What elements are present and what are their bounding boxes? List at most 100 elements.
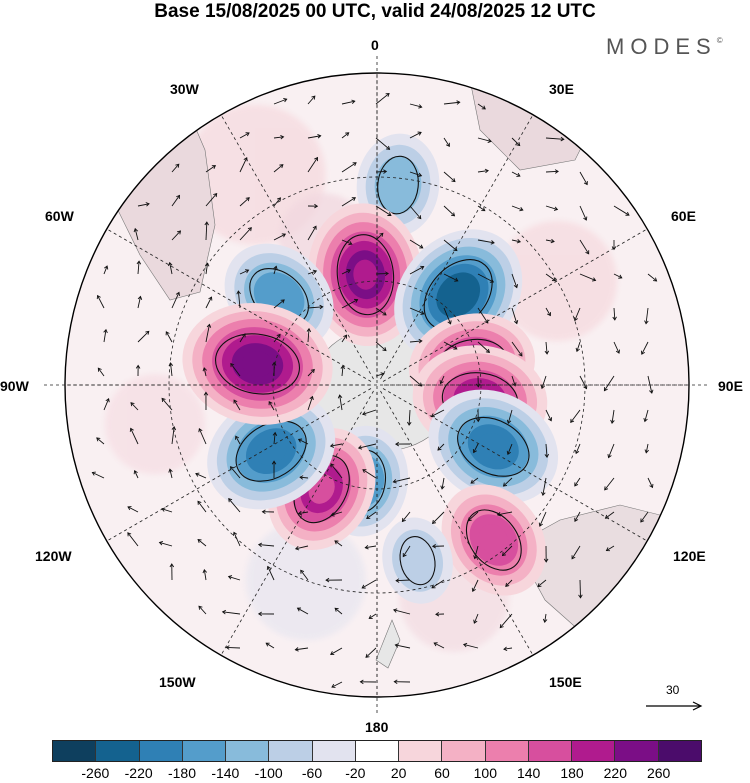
- wind-vector-head: [91, 471, 96, 476]
- wind-vector: [545, 341, 548, 354]
- wind-vector-head: [574, 517, 579, 522]
- colorbar-swatch: [269, 741, 313, 761]
- wind-vector-head: [330, 651, 335, 656]
- meridian-line: [380, 114, 534, 380]
- wind-vector-head: [168, 468, 173, 473]
- wind-vector-head: [575, 449, 580, 455]
- wind-vector: [477, 205, 486, 212]
- wind-vector: [307, 270, 317, 275]
- wind-vector-head: [383, 169, 388, 174]
- anomaly-contour-low-indian-west: [444, 281, 472, 309]
- wind-vector: [341, 299, 358, 309]
- wind-vector: [545, 239, 555, 243]
- wind-vector: [443, 205, 455, 217]
- wind-vector: [443, 171, 456, 182]
- wind-vector-head: [283, 97, 288, 103]
- wind-vector: [579, 205, 587, 221]
- new-zealand-land: [375, 619, 401, 669]
- wind-vector-head: [227, 575, 233, 580]
- wind-vector-head: [417, 131, 422, 136]
- wind-vector-head: [161, 507, 166, 512]
- wind-vector: [265, 642, 275, 649]
- wind-vector: [443, 101, 460, 105]
- wind-vector: [297, 607, 309, 615]
- wind-vector-head: [471, 587, 476, 593]
- wind-vector-head: [135, 364, 141, 369]
- wind-vector-head: [570, 418, 575, 424]
- colorbar-tick-label: -20: [345, 765, 366, 781]
- wind-vector-head: [394, 643, 399, 648]
- wind-vector: [198, 428, 207, 445]
- wind-vector-head: [204, 262, 210, 267]
- wind-vector-head: [312, 225, 317, 230]
- colorbar-tick-label: 260: [646, 765, 671, 781]
- wind-vector: [127, 506, 139, 513]
- wind-vector: [267, 566, 275, 581]
- wind-vector-head: [297, 438, 303, 443]
- wind-vector: [226, 646, 241, 649]
- wind-vector: [169, 469, 173, 479]
- wind-vector-head: [418, 338, 423, 344]
- wind-vector-head: [407, 421, 412, 426]
- wind-vector: [233, 399, 241, 411]
- wind-vector: [159, 542, 173, 547]
- colorbar: [52, 740, 702, 762]
- meridian-line: [106, 228, 372, 382]
- wind-vector-head: [273, 265, 278, 270]
- wind-vector: [396, 579, 411, 582]
- colorbar-tick-label: -100: [254, 765, 283, 781]
- wind-vector: [331, 511, 343, 516]
- wind-vector: [477, 307, 489, 324]
- wind-vector-head: [168, 362, 174, 367]
- wind-vector-head: [319, 304, 324, 310]
- wind-vector: [300, 570, 309, 581]
- wind-vector: [341, 334, 347, 343]
- wind-vector: [644, 409, 649, 422]
- wind-vector: [233, 532, 241, 547]
- wind-vector: [228, 498, 241, 513]
- wind-vector: [273, 98, 287, 105]
- wind-vector-head: [366, 515, 371, 519]
- wind-vector-head: [437, 446, 442, 451]
- wind-vector-head: [419, 244, 424, 249]
- wind-vector-head: [644, 320, 649, 325]
- wind-vector: [477, 137, 492, 142]
- wind-vector-head: [485, 348, 490, 353]
- wind-vector: [574, 511, 581, 522]
- wind-vector-head: [583, 216, 588, 221]
- wind-vector-head: [392, 479, 397, 484]
- wind-vector-head: [505, 582, 510, 587]
- wind-vector-head: [245, 132, 250, 137]
- wind-vector-head: [133, 227, 139, 233]
- wind-vector: [341, 132, 349, 139]
- lon-label-180: 180: [365, 719, 389, 735]
- wind-vector-head: [300, 569, 305, 574]
- wind-vector-head: [103, 328, 108, 334]
- wind-vector-head: [137, 295, 143, 300]
- wind-vector-head: [296, 607, 302, 612]
- wind-vector-head: [625, 211, 630, 216]
- wind-vector-head: [470, 479, 475, 484]
- wind-vector-head: [384, 271, 389, 276]
- lon-label-0: 0: [371, 37, 379, 53]
- wind-vector: [295, 647, 309, 651]
- wind-vector: [431, 409, 445, 417]
- wind-vector-head: [547, 312, 551, 317]
- colorbar-swatch: [615, 741, 659, 761]
- wind-vector-head: [276, 333, 281, 338]
- lon-label-90e: 90E: [718, 378, 743, 394]
- wind-vector-head: [501, 552, 507, 557]
- wind-vector: [541, 375, 547, 389]
- wind-vector: [103, 329, 107, 343]
- wind-vector-head: [334, 607, 339, 612]
- wind-vector-head: [431, 544, 437, 549]
- wind-vector: [375, 137, 390, 150]
- wind-vector-head: [573, 316, 578, 322]
- wind-vector-head: [127, 506, 132, 511]
- wind-vector: [477, 170, 489, 173]
- wind-vector: [130, 428, 139, 445]
- wind-vector: [409, 239, 423, 249]
- wind-vector: [205, 165, 216, 173]
- colorbar-labels: -260 -220 -180 -140 -100 -60 -20 20 60 100 140 180 2…: [0, 765, 750, 783]
- wind-vector: [205, 222, 208, 241]
